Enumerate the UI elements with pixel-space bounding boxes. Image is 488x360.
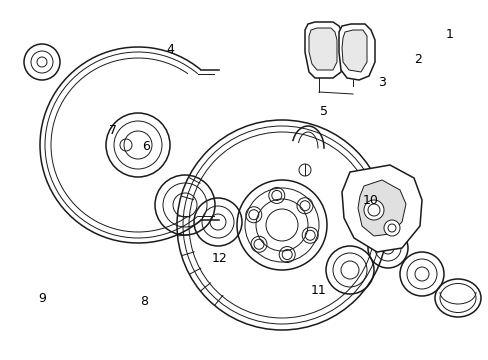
Polygon shape <box>338 24 374 80</box>
Circle shape <box>363 200 383 220</box>
Text: 4: 4 <box>166 43 174 56</box>
Text: 3: 3 <box>378 76 386 89</box>
Text: 5: 5 <box>319 105 327 118</box>
Text: 6: 6 <box>142 140 149 153</box>
Text: 9: 9 <box>38 292 46 305</box>
Polygon shape <box>357 180 405 236</box>
Text: 10: 10 <box>362 194 378 207</box>
Text: 8: 8 <box>140 295 148 308</box>
Polygon shape <box>305 22 345 78</box>
Text: 2: 2 <box>413 53 421 66</box>
Polygon shape <box>308 28 336 70</box>
Text: 1: 1 <box>445 28 453 41</box>
Text: 11: 11 <box>310 284 326 297</box>
Text: 7: 7 <box>109 124 117 137</box>
Circle shape <box>383 220 399 236</box>
Polygon shape <box>341 165 421 252</box>
Text: 12: 12 <box>211 252 226 265</box>
Polygon shape <box>341 30 366 72</box>
